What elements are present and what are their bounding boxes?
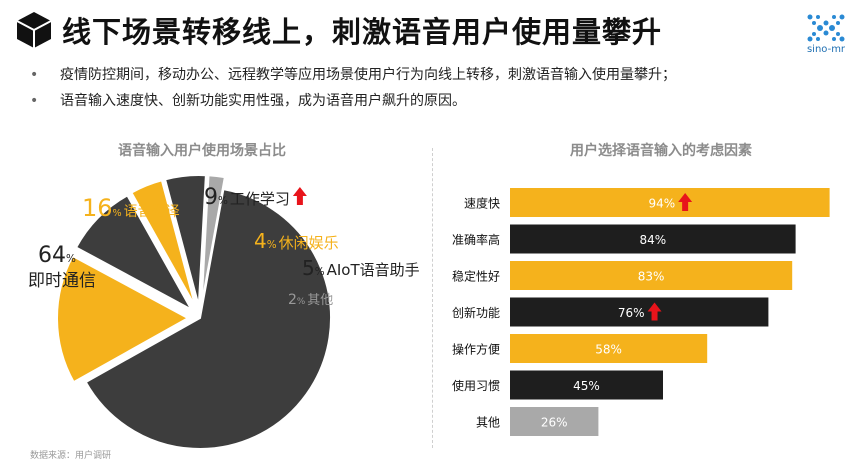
pie-label-value: 5 <box>302 256 315 280</box>
bullet-text: 语音输入速度快、创新功能实用性强，成为语音用户飙升的原因。 <box>60 93 466 109</box>
sino-mr-logo-icon <box>807 14 845 42</box>
pie-label-unit: % <box>267 239 277 251</box>
pie-slice <box>163 174 207 307</box>
pie-label: 9% 工作学习 <box>204 185 307 210</box>
pie-label-name: 其他 <box>307 293 333 308</box>
pie-label-name: 休闲娱乐 <box>279 234 339 252</box>
pie-label-name: 即时通信 <box>28 271 96 291</box>
bar-category-label: 稳定性好 <box>452 269 500 284</box>
pie-label: 16% 语音翻译 <box>82 194 180 222</box>
bullet-item: • 疫情防控期间，移动办公、远程教学等应用场景使用户行为向线上转移，刺激语音输入… <box>30 62 676 88</box>
logo-text: sino-mr <box>806 44 846 55</box>
data-source: 数据来源：用户调研 <box>30 451 112 461</box>
bar-chart-title: 用户选择语音输入的考虑因素 <box>570 143 752 159</box>
pie-label-value: 64 <box>38 243 66 268</box>
bullet-dot: • <box>30 67 39 83</box>
page-header: 线下场景转移线上，刺激语音用户使用量攀升 <box>14 8 662 52</box>
section-divider <box>432 148 433 448</box>
svg-text:4%休闲娱乐: 4% 休闲娱乐 <box>254 229 339 253</box>
pie-label: 4% 休闲娱乐 <box>254 229 339 253</box>
pie-label-name: 工作学习 <box>230 190 290 208</box>
pie-label-value: 16 <box>82 194 113 222</box>
bar-value-label: 76% <box>618 306 645 320</box>
pie-label-value: 9 <box>204 185 218 210</box>
bar <box>510 188 830 217</box>
pie-label-name: 语音翻译 <box>124 203 180 220</box>
pie-label-unit: % <box>113 208 122 219</box>
bar-category-label: 速度快 <box>464 196 500 211</box>
bar-value-label: 84% <box>639 233 666 247</box>
bar <box>510 407 599 436</box>
svg-text:64%: 64% <box>38 243 76 268</box>
pie-slice <box>200 174 227 307</box>
pie-label-value: 4 <box>254 229 267 253</box>
bar-value-label: 45% <box>573 379 600 393</box>
bar-value-label: 26% <box>541 416 568 430</box>
svg-text:16%语音翻译: 16% 语音翻译 <box>82 194 180 222</box>
bullet-list: • 疫情防控期间，移动办公、远程教学等应用场景使用户行为向线上转移，刺激语音输入… <box>30 62 676 114</box>
bar-category-label: 创新功能 <box>452 305 500 320</box>
bar-value-label: 94% <box>648 197 675 211</box>
up-arrow-icon <box>647 302 662 321</box>
bar <box>510 224 796 254</box>
pie-slice <box>56 254 191 384</box>
bar-category-label: 使用习惯 <box>452 378 500 393</box>
up-arrow-icon <box>292 187 307 205</box>
pie-slice <box>130 179 197 308</box>
pie-label: 2% 其他 <box>288 292 333 308</box>
bar-value-label: 58% <box>595 343 622 357</box>
bar <box>510 334 708 363</box>
pie-slice <box>84 187 332 450</box>
cube-icon <box>16 12 52 48</box>
brand-logo: sino-mr <box>800 12 852 55</box>
bullet-item: • 语音输入速度快、创新功能实用性强，成为语音用户飙升的原因。 <box>30 88 676 114</box>
bullet-text: 疫情防控期间，移动办公、远程教学等应用场景使用户行为向线上转移，刺激语音输入使用… <box>60 67 676 83</box>
pie-label-unit: % <box>218 195 228 207</box>
pie-label-name: AIoT语音助手 <box>327 261 420 279</box>
pie-label: 64% 即时通信 <box>28 243 96 291</box>
pie-label: 5% AIoT语音助手 <box>302 256 420 280</box>
bullet-dot: • <box>30 93 39 109</box>
bar-category-label: 准确率高 <box>452 232 500 247</box>
bar <box>510 297 769 327</box>
bar-chart: 速度快 94% 准确率高 84% 稳定性好 83% 创新功能 76% 操作方便 58% 使用习惯 45… <box>452 188 830 436</box>
bar-category-label: 操作方便 <box>452 342 500 357</box>
svg-text:2%其他: 2% 其他 <box>288 292 333 308</box>
up-arrow-icon <box>678 193 693 211</box>
pie-slice <box>74 193 194 313</box>
bar <box>510 370 663 400</box>
pie-label-unit: % <box>297 297 305 307</box>
bar-value-label: 83% <box>638 270 665 284</box>
svg-text:9%工作学习: 9% 工作学习 <box>204 185 290 210</box>
bar <box>510 261 793 290</box>
pie-label-value: 2 <box>288 292 297 308</box>
bar-category-label: 其他 <box>476 416 500 430</box>
page-title: 线下场景转移线上，刺激语音用户使用量攀升 <box>62 15 663 49</box>
pie-label-unit: % <box>66 253 76 265</box>
pie-chart-title: 语音输入用户使用场景占比 <box>118 143 286 159</box>
svg-text:5%AIoT语音助手: 5% AIoT语音助手 <box>302 256 420 280</box>
pie-label-unit: % <box>315 266 325 278</box>
